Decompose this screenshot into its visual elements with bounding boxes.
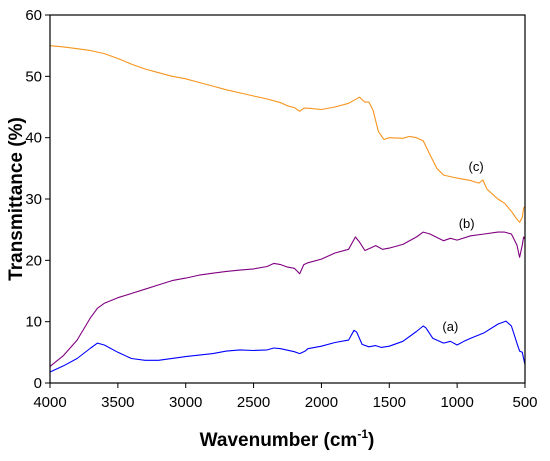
y-axis-title: Transmittance (%) [6, 117, 27, 281]
series-line-a [49, 320, 526, 373]
x-tick-label: 500 [512, 394, 537, 411]
y-tick-label: 30 [25, 191, 42, 208]
series-line-b [49, 231, 526, 367]
x-tick-label: 3000 [169, 394, 202, 411]
x-tick-label: 2500 [237, 394, 270, 411]
x-axis-title: Wavenumber (cm-1) [200, 427, 375, 451]
x-tick-label: 1500 [373, 394, 406, 411]
x-tick-label: 1000 [440, 394, 473, 411]
y-tick-label: 10 [25, 314, 42, 331]
x-tick-label: 3500 [101, 394, 134, 411]
y-tick-label: 20 [25, 252, 42, 269]
series-label-c: (c) [469, 159, 484, 174]
y-tick-label: 40 [25, 130, 42, 147]
y-tick-label: 0 [34, 375, 42, 392]
y-tick-label: 50 [25, 68, 42, 85]
x-axis-ticks: 4000 3500 3000 2500 2000 1500 1000 500 [33, 383, 538, 411]
plot-area: (a) (b) (c) [49, 45, 526, 373]
y-tick-label: 60 [25, 7, 42, 24]
plot-frame [49, 14, 526, 384]
series-label-a: (a) [442, 319, 458, 334]
series-line-c [49, 45, 526, 223]
x-tick-label: 4000 [33, 394, 66, 411]
x-tick-label: 2000 [305, 394, 338, 411]
y-axis-ticks: 0 10 20 30 40 50 60 [25, 7, 50, 392]
series-label-b: (b) [459, 216, 475, 231]
